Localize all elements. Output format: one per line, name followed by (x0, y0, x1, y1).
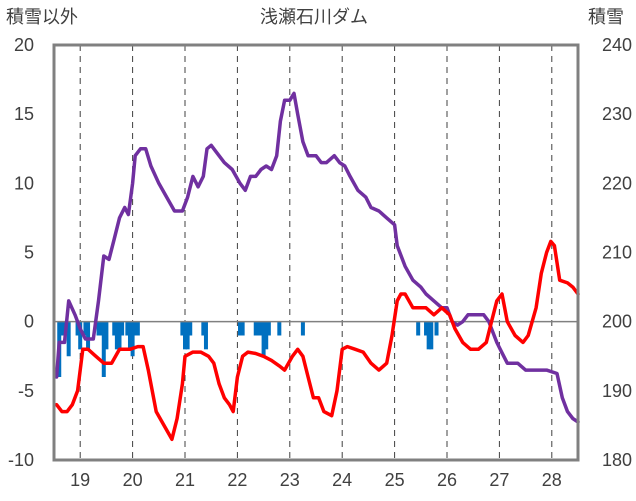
precip-bar-9 (99, 321, 104, 336)
left-tick-label: 15 (14, 104, 34, 124)
x-tick-label: 27 (489, 470, 509, 490)
left-tick-label: 20 (14, 35, 34, 55)
right-tick-label: 230 (602, 104, 632, 124)
right-tick-label: 210 (602, 243, 632, 263)
precip-bar-41 (434, 321, 439, 336)
precip-bar-7 (86, 321, 91, 350)
precip-bar-40 (429, 321, 434, 350)
precip-bar-26 (203, 321, 208, 350)
x-tick-label: 20 (123, 470, 143, 490)
x-tick-label: 21 (175, 470, 195, 490)
precip-bar-30 (256, 321, 261, 336)
x-tick-labels: 19 20 21 22 23 24 25 26 27 28 (70, 470, 562, 490)
precip-bar-3 (66, 321, 71, 357)
left-tick-label: -5 (18, 381, 34, 401)
precip-bar-23 (185, 321, 190, 350)
precip-bar-33 (264, 321, 269, 350)
x-tick-label: 26 (437, 470, 457, 490)
precip-bar-6 (83, 321, 88, 336)
precip-bar-35 (277, 321, 282, 336)
right-tick-label: 180 (602, 450, 632, 470)
plot-frame (52, 43, 580, 462)
left-axis-label: 積雪以外 (6, 7, 78, 27)
precip-bar-25 (201, 321, 206, 336)
precip-bar-11 (104, 321, 109, 350)
precip-bar-24 (188, 321, 193, 336)
x-tick-label: 24 (332, 470, 352, 490)
precip-bar-15 (120, 321, 125, 336)
x-tick-label: 23 (280, 470, 300, 490)
right-tick-label: 190 (602, 381, 632, 401)
precip-bar-10 (101, 321, 106, 377)
precip-bar-18 (130, 321, 135, 357)
precip-bar-34 (266, 321, 271, 336)
precip-bar-39 (426, 321, 431, 350)
left-tick-label: -10 (8, 450, 34, 470)
precip-bar-13 (114, 321, 119, 350)
x-tick-label: 25 (385, 470, 405, 490)
precip-bar-14 (117, 321, 122, 350)
right-tick-label: 200 (602, 312, 632, 332)
precip-bar-37 (416, 321, 421, 336)
x-tick-label: 28 (542, 470, 562, 490)
precip-bar-36 (300, 321, 305, 336)
x-tick-label: 22 (227, 470, 247, 490)
precip-bar-20 (135, 321, 140, 336)
chart-title: 浅瀬石川ダム (260, 7, 368, 27)
precip-bar-5 (78, 321, 83, 350)
precip-bar-28 (240, 321, 245, 336)
precip-bar-19 (133, 321, 138, 336)
left-tick-label: 5 (24, 243, 34, 263)
x-tick-label: 19 (70, 470, 90, 490)
precip-bar-16 (125, 321, 130, 336)
right-axis-label: 積雪 (588, 7, 624, 27)
precip-bar-8 (96, 321, 101, 336)
right-tick-label: 240 (602, 35, 632, 55)
precip-bar-22 (183, 321, 187, 350)
left-tick-label: 0 (24, 312, 34, 332)
series-line-snow-depth (54, 91, 580, 424)
precip-bar-38 (424, 321, 429, 336)
series-line-temperature (54, 239, 580, 442)
precip-bar-29 (253, 321, 258, 336)
right-y-tick-labels: 240 230 220 210 200 190 180 (602, 35, 632, 470)
precip-bar-21 (180, 321, 185, 336)
precip-bar-31 (258, 321, 263, 336)
right-tick-label: 220 (602, 173, 632, 193)
precip-bar-17 (127, 321, 132, 350)
precip-bar-32 (261, 321, 266, 357)
precip-bar-1 (59, 321, 64, 336)
left-y-tick-labels: 20 15 10 5 0 -5 -10 (8, 35, 34, 470)
left-tick-label: 10 (14, 173, 34, 193)
precip-bar-4 (75, 321, 80, 336)
precip-bar-27 (238, 321, 243, 336)
precip-bars (57, 321, 439, 377)
precip-bar-12 (112, 321, 117, 336)
